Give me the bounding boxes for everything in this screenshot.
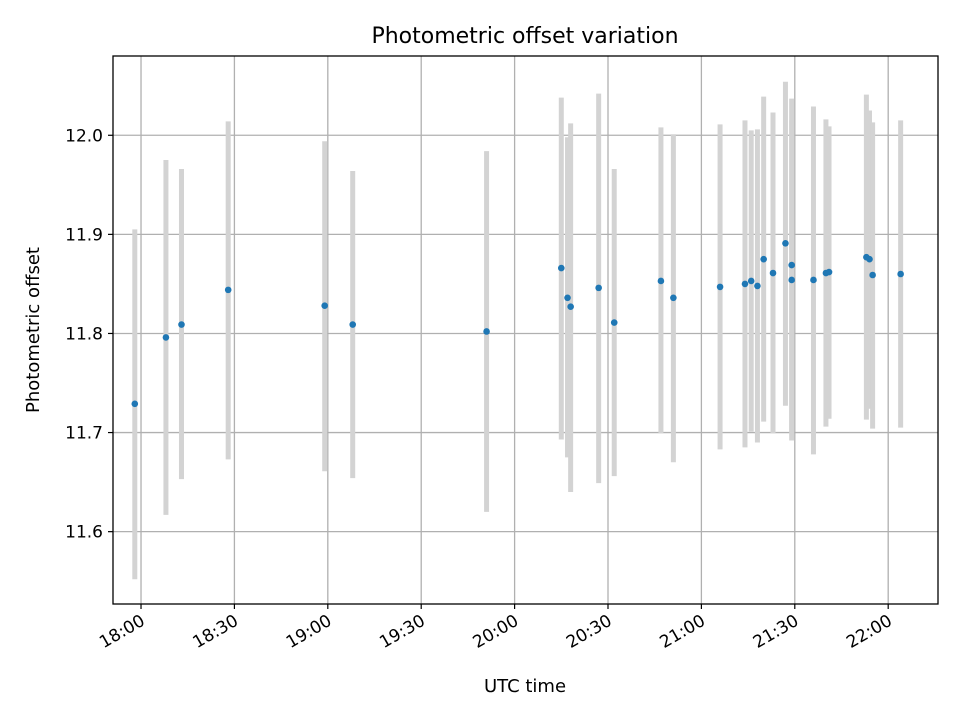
x-tick-label: 21:30 — [750, 611, 802, 653]
data-point — [810, 276, 817, 284]
data-point — [610, 319, 618, 326]
x-tick-label: 22:00 — [843, 611, 895, 653]
x-axis-label: UTC time — [484, 676, 566, 697]
data-point — [483, 328, 490, 335]
error-bars — [132, 81, 904, 580]
data-point — [178, 321, 185, 328]
data-point — [567, 303, 574, 311]
x-tick-label: 18:30 — [189, 611, 241, 653]
data-point — [131, 400, 139, 408]
y-tick-label: 11.8 — [65, 324, 103, 344]
data-point — [769, 269, 777, 277]
data-point — [349, 321, 357, 328]
data-point — [782, 239, 789, 247]
x-tick-label: 19:00 — [283, 611, 335, 653]
data-point — [866, 255, 873, 263]
grid — [113, 56, 938, 604]
x-tick-label: 20:00 — [470, 611, 522, 653]
data-point — [788, 261, 795, 269]
x-tick-label: 20:30 — [563, 611, 615, 653]
data-point — [670, 294, 677, 302]
y-tick-label: 11.6 — [65, 523, 103, 543]
x-tick-label: 21:00 — [656, 611, 708, 653]
data-point — [716, 283, 724, 291]
x-axis-ticks: 18:00 18:30 19:00 19:30 20:00 20:30 21:00 21:30… — [96, 604, 896, 653]
data-point — [657, 277, 665, 285]
data-point — [897, 270, 904, 278]
data-point — [224, 286, 232, 294]
data-point — [741, 280, 749, 288]
y-tick-label: 12.0 — [65, 126, 103, 146]
chart-title: Photometric offset variation — [371, 24, 678, 49]
y-axis-label: Photometric offset — [23, 247, 44, 413]
data-point — [754, 282, 761, 290]
data-point — [760, 255, 767, 263]
data-point — [788, 276, 795, 284]
data-point — [825, 268, 833, 276]
data-point — [321, 302, 328, 310]
y-tick-label: 11.9 — [65, 225, 103, 245]
data-point — [747, 277, 755, 285]
data-point — [869, 271, 876, 279]
y-tick-label: 11.7 — [65, 424, 103, 444]
data-point — [162, 334, 170, 341]
x-tick-label: 19:30 — [376, 611, 428, 653]
plot-frame — [112, 55, 939, 605]
x-tick-label: 18:00 — [96, 611, 148, 653]
y-axis-ticks: 11.6 11.7 11.8 11.9 12.0 — [65, 126, 113, 543]
data-point — [558, 264, 565, 272]
data-point — [595, 284, 602, 292]
data-point — [564, 294, 571, 302]
data-points — [131, 239, 904, 408]
